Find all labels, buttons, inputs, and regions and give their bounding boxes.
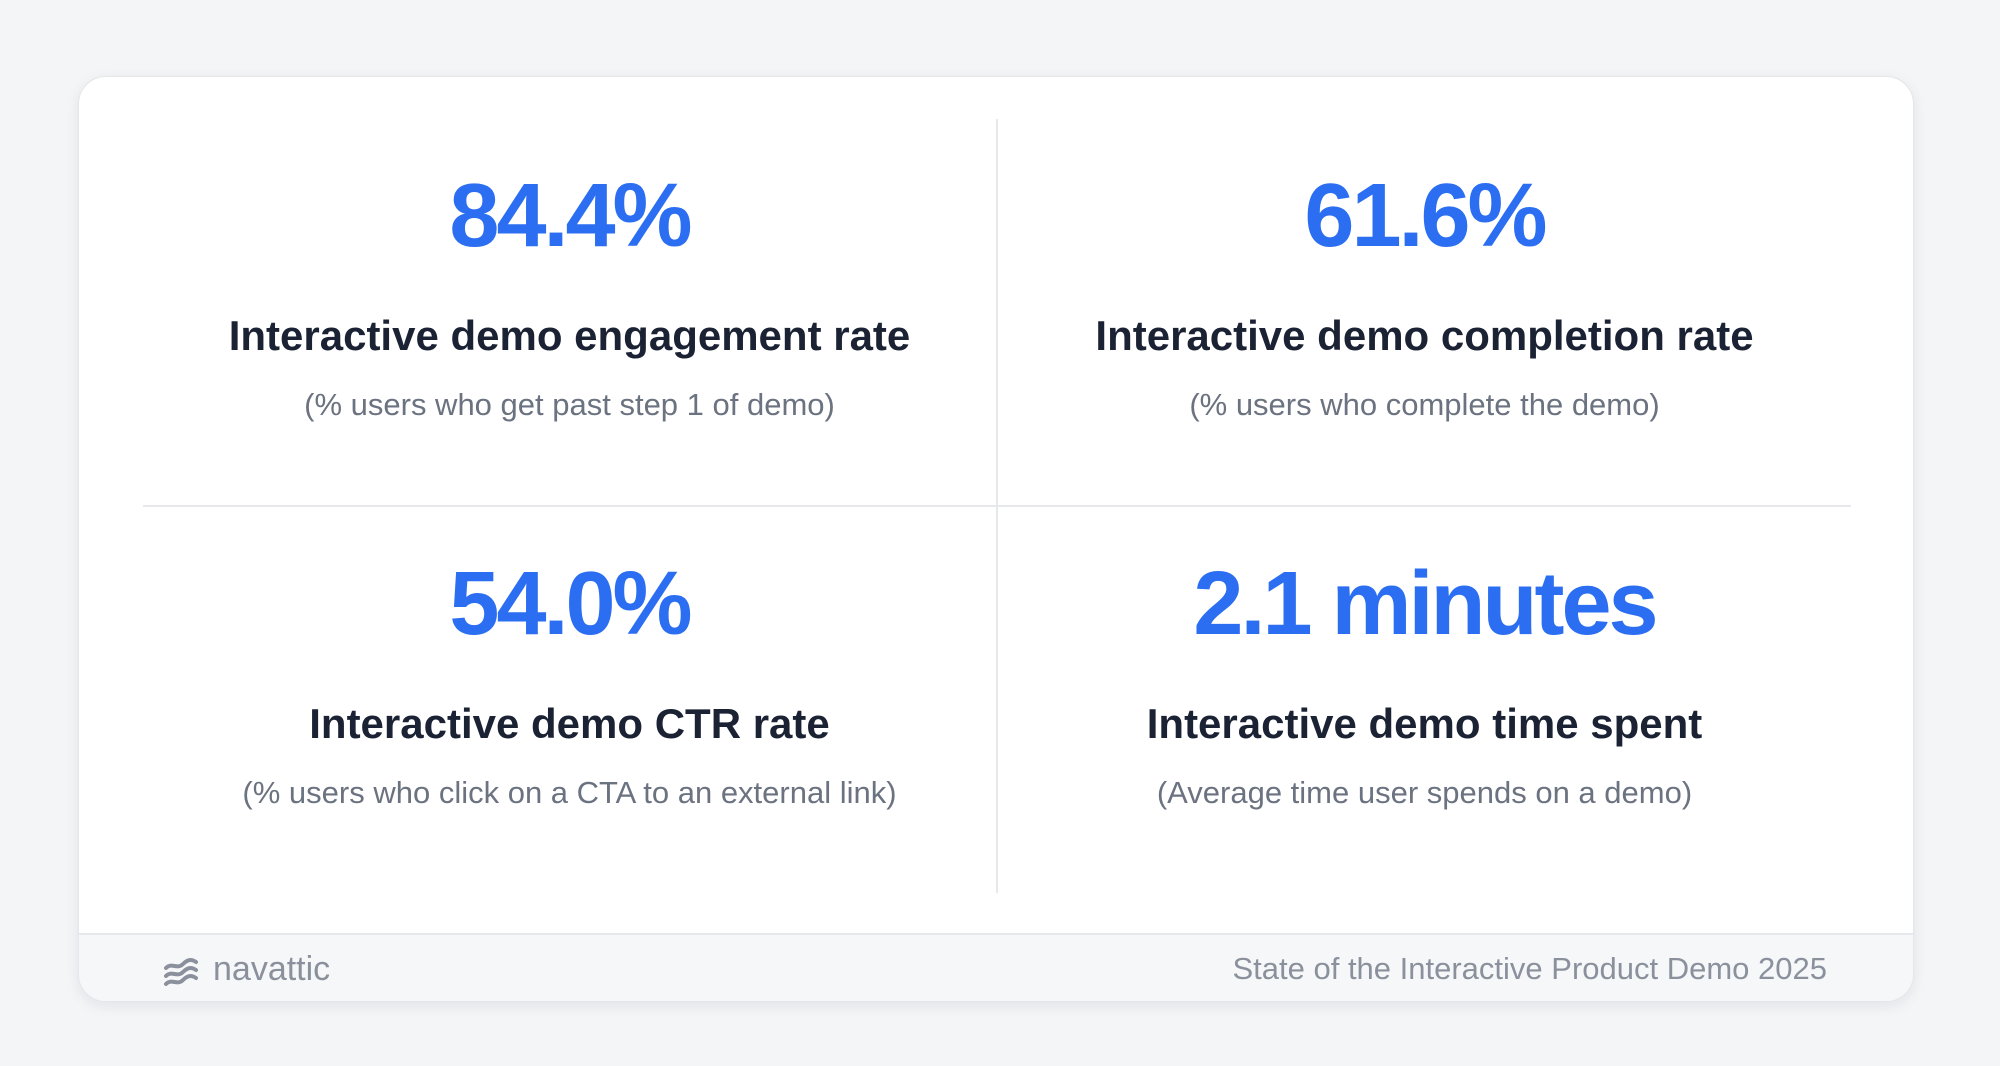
stat-completion: 61.6% Interactive demo completion rate (… — [998, 119, 1851, 505]
stat-description: (Average time user spends on a demo) — [1156, 775, 1693, 810]
stat-description: (% users who click on a CTA to an extern… — [242, 775, 897, 810]
stat-description: (% users who complete the demo) — [1189, 387, 1660, 422]
navattic-logo-icon — [164, 958, 198, 986]
stats-card: 84.4% Interactive demo engagement rate (… — [78, 76, 1914, 1002]
stat-label: Interactive demo CTR rate — [309, 700, 830, 747]
card-footer: navattic State of the Interactive Produc… — [79, 933, 1913, 1001]
stat-label: Interactive demo completion rate — [1095, 312, 1754, 359]
stat-time-spent: 2.1 minutes Interactive demo time spent … — [998, 507, 1851, 893]
report-caption: State of the Interactive Product Demo 20… — [1232, 951, 1827, 986]
stat-label: Interactive demo engagement rate — [228, 312, 911, 359]
stat-value: 54.0% — [449, 554, 692, 654]
horizontal-divider — [143, 505, 1851, 507]
stats-grid: 84.4% Interactive demo engagement rate (… — [143, 119, 1851, 893]
stat-value: 84.4% — [449, 166, 692, 266]
stat-ctr: 54.0% Interactive demo CTR rate (% users… — [143, 507, 996, 893]
stat-description: (% users who get past step 1 of demo) — [304, 387, 835, 422]
stat-label: Interactive demo time spent — [1146, 700, 1703, 747]
brand-name: navattic — [213, 949, 331, 988]
stat-value: 2.1 minutes — [1193, 554, 1658, 654]
stat-engagement: 84.4% Interactive demo engagement rate (… — [143, 119, 996, 505]
stat-value: 61.6% — [1304, 166, 1547, 266]
brand: navattic — [163, 947, 330, 991]
